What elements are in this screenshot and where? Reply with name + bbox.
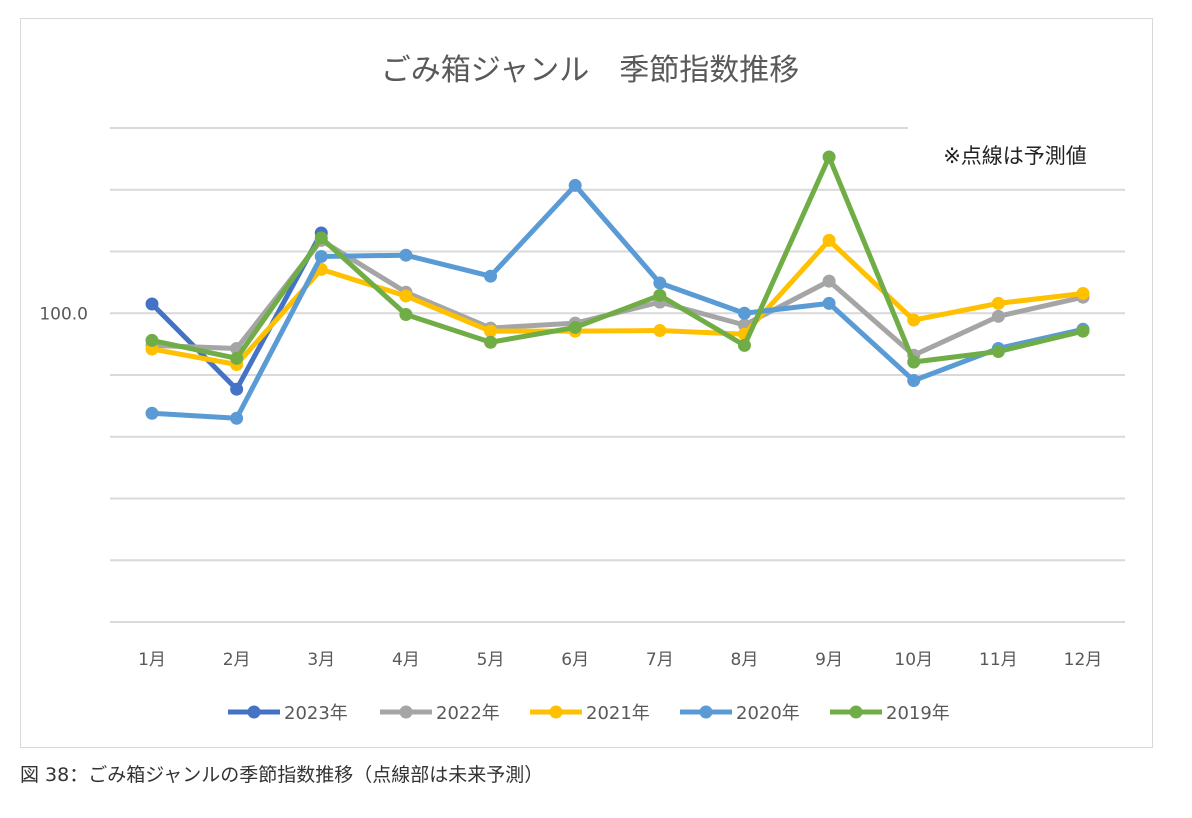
data-point — [822, 274, 836, 288]
legend-item: 2021年 — [530, 703, 650, 724]
data-point — [230, 411, 244, 425]
chart-frame — [20, 18, 1153, 748]
data-point — [484, 335, 498, 349]
data-point — [145, 297, 159, 311]
data-point — [1076, 324, 1090, 338]
x-tick-label: 1月 — [138, 650, 166, 670]
series-2019年 — [145, 150, 1090, 369]
series-2021年 — [145, 233, 1090, 372]
data-point — [653, 324, 667, 338]
legend-marker — [399, 705, 413, 719]
data-point — [737, 306, 751, 320]
data-point — [822, 296, 836, 310]
data-point — [737, 338, 751, 352]
legend-label: 2021年 — [586, 703, 650, 724]
legend-label: 2023年 — [284, 703, 348, 724]
series-line — [151, 237, 1084, 358]
legend-label: 2019年 — [886, 703, 950, 724]
x-tick-label: 4月 — [392, 650, 420, 670]
series-line — [151, 182, 1084, 421]
data-point — [822, 150, 836, 164]
legend-item: 2023年 — [228, 703, 348, 724]
data-point — [991, 296, 1005, 310]
data-point — [230, 351, 244, 365]
data-point — [653, 276, 667, 290]
legend-marker — [849, 705, 863, 719]
series-line — [151, 237, 1084, 368]
x-tick-label: 9月 — [815, 650, 843, 670]
data-point — [314, 249, 328, 263]
data-point — [484, 269, 498, 283]
forecast-note: ※点線は予測値 — [943, 144, 1087, 168]
data-point — [907, 313, 921, 327]
data-point — [568, 178, 582, 192]
x-tick-label: 6月 — [561, 650, 589, 670]
series-line — [151, 154, 1084, 365]
legend-marker — [549, 705, 563, 719]
x-tick-label: 2月 — [223, 650, 251, 670]
y-tick-label: 100.0 — [39, 304, 88, 324]
legend-item: 2020年 — [680, 703, 800, 724]
x-tick-label: 12月 — [1064, 650, 1103, 670]
data-point — [399, 248, 413, 262]
x-tick-label: 3月 — [307, 650, 335, 670]
data-point — [484, 324, 498, 338]
data-point — [991, 345, 1005, 359]
x-tick-label: 8月 — [731, 650, 759, 670]
data-point — [653, 288, 667, 302]
chart-title: ごみ箱ジャンル 季節指数推移 — [381, 53, 800, 88]
data-point — [907, 374, 921, 388]
figure-caption: 図 38：ごみ箱ジャンルの季節指数推移（点線部は未来予測） — [20, 764, 544, 786]
data-point — [145, 333, 159, 347]
legend-marker — [699, 705, 713, 719]
data-point — [230, 382, 244, 396]
x-tick-label: 10月 — [894, 650, 933, 670]
data-point — [822, 233, 836, 247]
legend-marker — [247, 705, 261, 719]
data-point — [907, 355, 921, 369]
data-point — [991, 309, 1005, 323]
series-2020年 — [145, 178, 1090, 425]
data-point — [145, 406, 159, 420]
data-point — [399, 307, 413, 321]
data-point — [314, 231, 328, 245]
data-point — [568, 320, 582, 334]
legend-label: 2022年 — [436, 703, 500, 724]
legend-label: 2020年 — [736, 703, 800, 724]
data-point — [1076, 286, 1090, 300]
data-point — [399, 289, 413, 303]
x-tick-label: 11月 — [979, 650, 1018, 670]
x-tick-label: 7月 — [646, 650, 674, 670]
legend-item: 2022年 — [380, 703, 500, 724]
legend-item: 2019年 — [830, 703, 950, 724]
x-tick-label: 5月 — [477, 650, 505, 670]
